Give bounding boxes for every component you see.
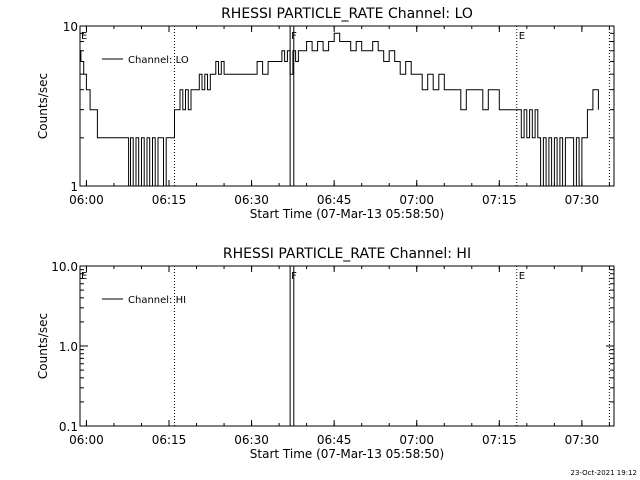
plot-timestamp: 23-Oct-2021 19:12 [571,469,637,477]
lo-x-tick-label: 06:15 [152,193,187,207]
hi-x-tick-label: 07:15 [482,433,517,447]
hi-channel-panel: RHESSI PARTICLE_RATE Channel: HI Start T… [36,246,615,461]
hi-x-tick-label: 07:00 [399,433,434,447]
lo-x-tick-label: 07:15 [482,193,517,207]
hi-legend-label: Channel: HI [128,295,186,306]
lo-start-marker-label: E [81,31,87,42]
hi-e-marker-label: E [519,271,525,282]
lo-e-marker-label: E [519,31,525,42]
hi-x-tick-label: 06:15 [152,433,187,447]
lo-x-axis-label: Start Time (07-Mar-13 05:58:50) [250,207,444,221]
lo-y-tick-label: 1 [70,180,78,194]
hi-plot-frame [79,265,615,427]
lo-x-tick-label: 07:30 [565,193,600,207]
hi-x-tick-label: 06:00 [69,433,104,447]
lo-x-tick-label: 07:00 [399,193,434,207]
lo-y-axis-label: Counts/sec [36,73,50,139]
hi-x-tick-label: 07:30 [565,433,600,447]
hi-x-tick-label: 06:30 [234,433,269,447]
lo-plot-frame [79,25,615,187]
hi-y-tick-label: 0.1 [59,420,78,434]
lo-channel-panel: RHESSI PARTICLE_RATE Channel: LO Start T… [36,6,615,221]
lo-y-tick-label: 10 [63,20,78,34]
lo-chart-title: RHESSI PARTICLE_RATE Channel: LO [221,6,473,22]
hi-x-axis-label: Start Time (07-Mar-13 05:58:50) [250,447,444,461]
hi-start-marker-label: E [81,271,87,282]
hi-x-tick-label: 06:45 [317,433,352,447]
lo-x-tick-label: 06:00 [69,193,104,207]
hi-y-axis-label: Counts/sec [36,313,50,379]
lo-x-tick-label: 06:45 [317,193,352,207]
hi-chart-title: RHESSI PARTICLE_RATE Channel: HI [223,246,471,262]
lo-series-line [80,32,599,187]
lo-legend-label: Channel: LO [128,55,189,66]
hi-y-tick-label: 10.0 [51,260,78,274]
lo-x-tick-label: 06:30 [234,193,269,207]
hi-y-tick-label: 1.0 [59,340,78,354]
